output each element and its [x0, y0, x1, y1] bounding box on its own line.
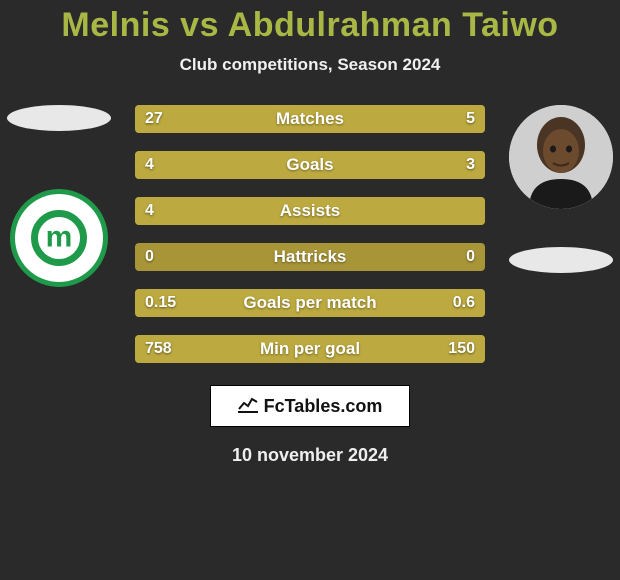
stat-bars: 27 Matches 5 4 Goals 3 4 Assists 0 Hattricks 0 0.15… [135, 105, 485, 363]
stat-label: Assists [280, 201, 340, 221]
stat-value-left: 4 [145, 202, 154, 220]
club-badge-ring: m [31, 210, 87, 266]
stat-label: Min per goal [260, 339, 360, 359]
comparison-body: m 27 Matches 5 4 Goals 3 4 Assists 0 Hattricks 0 0.… [0, 105, 620, 363]
club-badge-letter: m [46, 220, 73, 254]
stat-value-right: 5 [466, 110, 475, 128]
player-right-club-placeholder [509, 247, 613, 273]
stat-value-right: 0.6 [453, 294, 475, 312]
stat-value-right: 3 [466, 156, 475, 174]
stat-row: 27 Matches 5 [135, 105, 485, 133]
chart-icon [238, 395, 258, 418]
comparison-subtitle: Club competitions, Season 2024 [0, 55, 620, 75]
stat-value-left: 0.15 [145, 294, 176, 312]
stat-fill-right [429, 105, 485, 133]
player-right-column [506, 105, 616, 273]
stat-value-left: 27 [145, 110, 163, 128]
player-left-column: m [4, 105, 114, 287]
stat-row: 0.15 Goals per match 0.6 [135, 289, 485, 317]
stat-row: 0 Hattricks 0 [135, 243, 485, 271]
stat-label: Goals [286, 155, 333, 175]
stat-label: Goals per match [243, 293, 376, 313]
stat-value-left: 0 [145, 248, 154, 266]
brand-text: FcTables.com [264, 396, 383, 417]
stat-value-left: 758 [145, 340, 172, 358]
stat-row: 758 Min per goal 150 [135, 335, 485, 363]
avatar-icon [509, 105, 613, 209]
comparison-title: Melnis vs Abdulrahman Taiwo [0, 0, 620, 45]
player-left-club-badge: m [10, 189, 108, 287]
stat-label: Matches [276, 109, 344, 129]
stat-value-right: 0 [466, 248, 475, 266]
stat-value-right: 150 [448, 340, 475, 358]
stat-fill-right [335, 151, 486, 179]
stat-row: 4 Goals 3 [135, 151, 485, 179]
player-left-photo-placeholder [7, 105, 111, 131]
stat-label: Hattricks [274, 247, 347, 267]
stat-row: 4 Assists [135, 197, 485, 225]
date-line: 10 november 2024 [0, 445, 620, 466]
player-right-photo [509, 105, 613, 209]
stat-value-left: 4 [145, 156, 154, 174]
brand-badge: FcTables.com [210, 385, 410, 427]
